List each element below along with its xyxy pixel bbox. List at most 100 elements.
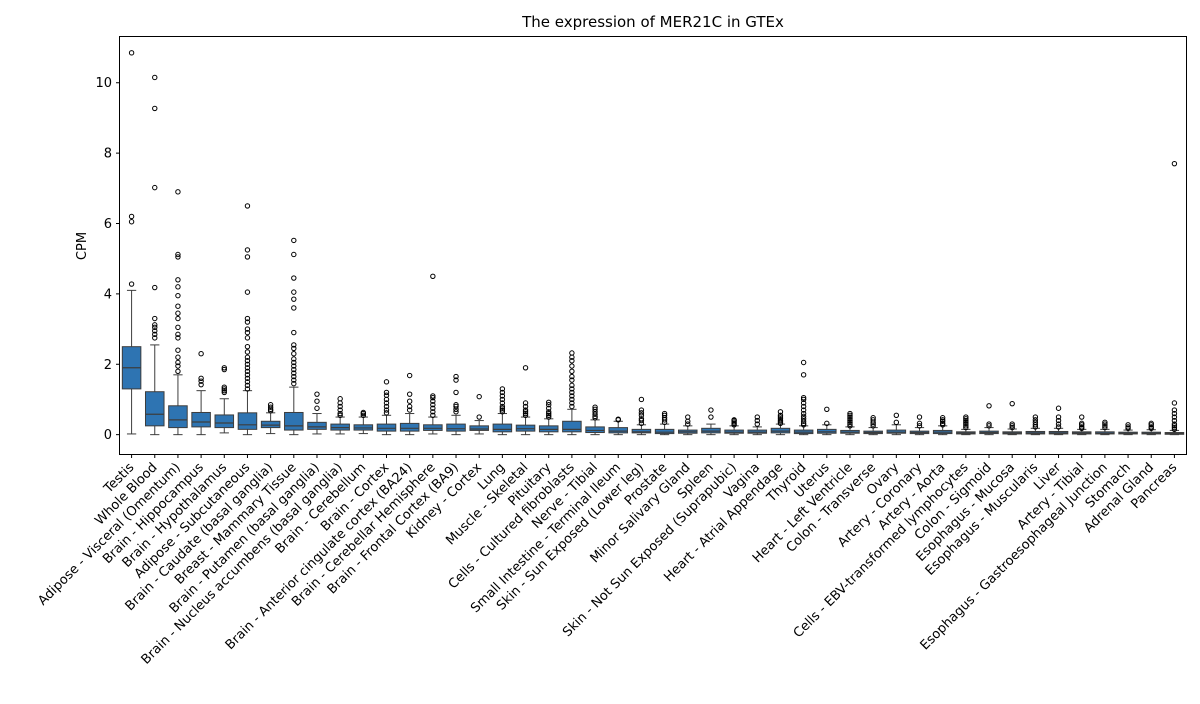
outlier-point (291, 373, 297, 380)
outlier-point (986, 423, 992, 429)
outlier-point (522, 407, 529, 413)
outlier-point (522, 400, 529, 406)
box-body (562, 420, 582, 433)
outlier-point (847, 412, 853, 418)
outlier-point (244, 379, 251, 385)
outlier-point (1009, 424, 1015, 431)
outlier-point (1079, 420, 1085, 427)
box-36 (956, 414, 976, 436)
box-23 (654, 410, 675, 436)
outlier-point (546, 405, 552, 411)
outlier-point (1171, 421, 1178, 427)
outlier-point (800, 410, 807, 417)
box-body (608, 427, 629, 434)
outlier-point (291, 363, 297, 369)
outlier-point (963, 421, 969, 427)
y-tick-label: 10 (95, 76, 112, 91)
box-body (168, 405, 188, 429)
outlier-point (383, 389, 390, 396)
outlier-point (267, 404, 274, 410)
box-13 (423, 273, 443, 435)
outlier-point (198, 351, 204, 357)
outlier-point (152, 105, 158, 112)
outlier-point (569, 393, 575, 399)
outlier-point (1171, 417, 1178, 424)
box-body (399, 422, 420, 432)
outlier-point (1055, 405, 1062, 411)
outlier-point (221, 384, 227, 390)
box-4 (214, 365, 235, 434)
boxes-layer (121, 50, 1185, 436)
box-body (446, 423, 466, 432)
outlier-point (198, 381, 204, 388)
box-14 (446, 373, 466, 436)
outlier-point (522, 409, 529, 415)
box-28 (770, 409, 791, 436)
outlier-point (569, 368, 575, 375)
outlier-point (291, 345, 297, 352)
chart-title: The expression of MER21C in GTEx (521, 13, 784, 31)
outlier-point (406, 403, 413, 410)
outlier-point (1032, 417, 1039, 423)
outlier-point (453, 373, 459, 380)
outlier-point (152, 324, 158, 331)
outlier-point (1171, 426, 1178, 433)
outlier-point (986, 403, 992, 409)
outlier-point (800, 400, 807, 406)
box-3 (191, 351, 211, 436)
box-30 (817, 406, 837, 436)
outlier-point (592, 406, 598, 413)
outlier-point (175, 324, 181, 331)
outlier-point (1102, 419, 1108, 426)
box-body (284, 411, 304, 431)
box-40 (1048, 405, 1069, 436)
outlier-point (430, 394, 436, 401)
box-body (144, 391, 165, 427)
outlier-point (244, 329, 251, 336)
outlier-point (870, 417, 876, 423)
box-26 (724, 417, 744, 436)
outlier-point (244, 254, 251, 260)
outlier-point (800, 416, 807, 422)
outlier-point (244, 349, 251, 355)
outlier-point (453, 389, 459, 396)
outlier-point (569, 400, 575, 406)
y-axis: 0 2 4 6 8 10 (95, 76, 120, 443)
outlier-point (569, 396, 575, 403)
box-27 (747, 414, 768, 436)
outlier-point (939, 415, 946, 421)
box-6 (260, 402, 281, 435)
outlier-point (383, 392, 390, 398)
outlier-point (638, 407, 645, 413)
outlier-point (777, 409, 784, 415)
outlier-point (244, 368, 251, 375)
outlier-point (963, 417, 969, 424)
outlier-point (847, 423, 853, 429)
outlier-point (939, 420, 946, 427)
outlier-point (1148, 420, 1154, 427)
outlier-point (963, 414, 969, 420)
outlier-point (152, 315, 158, 322)
outlier-point (360, 412, 367, 418)
outlier-point (430, 273, 436, 279)
outlier-point (128, 281, 135, 287)
box-44 (1141, 420, 1162, 436)
box-15 (469, 393, 489, 435)
outlier-point (522, 410, 529, 417)
outlier-point (244, 358, 251, 364)
outlier-point (963, 416, 969, 422)
outlier-point (893, 419, 900, 426)
outlier-point (337, 396, 343, 402)
outlier-point (244, 319, 251, 325)
outlier-point (1079, 424, 1085, 430)
box-43 (1118, 422, 1138, 436)
outlier-point (569, 373, 575, 380)
box-25 (701, 407, 721, 436)
box-10 (353, 409, 374, 435)
outlier-point (499, 386, 506, 392)
box-33 (886, 412, 907, 436)
y-tick-label: 0 (104, 428, 112, 443)
outlier-point (175, 292, 181, 299)
outlier-point (291, 289, 297, 295)
